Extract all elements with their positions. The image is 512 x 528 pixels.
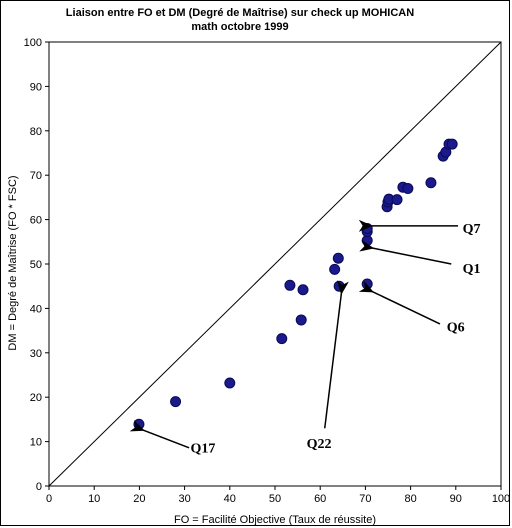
data-point: [391, 194, 403, 206]
data-point: [329, 263, 341, 275]
data-point: [361, 278, 373, 290]
y-tick-label: 30: [30, 348, 42, 360]
annotation-arrow-q1: [359, 239, 452, 265]
y-tick-label: 40: [30, 303, 42, 315]
x-tick-label: 30: [178, 493, 190, 505]
chart-title-line2: math octobre 1999: [191, 21, 288, 33]
data-point: [361, 222, 373, 234]
data-point: [446, 138, 458, 150]
data-point: [284, 279, 296, 291]
data-point: [332, 252, 344, 264]
annotation-arrow-q22: [323, 280, 349, 429]
y-tick-label: 100: [24, 37, 42, 49]
chart-title-line1: Liaison entre FO et DM (Degré de Maîtris…: [66, 7, 414, 19]
reference-line: [48, 41, 502, 487]
x-tick-label: 60: [314, 493, 326, 505]
plot-area: 0 10 20 30 40 50 60 70 80 90 100 0 10 20 30 40 50 60 70 80 9…: [24, 37, 511, 505]
x-tick-label: 50: [269, 493, 281, 505]
data-point: [402, 183, 414, 195]
x-tick-label: 20: [133, 493, 145, 505]
y-tick-label: 10: [30, 437, 42, 449]
y-tick-label: 50: [30, 259, 42, 271]
x-tick-label: 0: [46, 493, 52, 505]
x-tick-label: 40: [224, 493, 236, 505]
y-tick-label: 80: [30, 126, 42, 138]
x-tick-label: 100: [492, 493, 510, 505]
data-point: [170, 396, 182, 408]
annotation-label-q17: Q17: [190, 441, 215, 456]
data-point: [333, 280, 345, 292]
y-axis-label: DM = Degré de Maîtrise (FO * FSC): [7, 175, 19, 350]
y-tick-label: 20: [30, 392, 42, 404]
data-point: [224, 377, 236, 389]
data-point: [297, 284, 309, 296]
x-axis-label: FO = Facilité Objective (Taux de réussit…: [174, 514, 376, 526]
data-point: [133, 418, 145, 430]
x-tick-label: 10: [88, 493, 100, 505]
annotation-label-q6: Q6: [447, 320, 465, 335]
y-tick-label: 60: [30, 215, 42, 227]
data-point: [295, 314, 307, 326]
data-point: [425, 177, 437, 189]
x-tick-label: 80: [404, 493, 416, 505]
x-tick-label: 70: [359, 493, 371, 505]
y-tick-label: 70: [30, 170, 42, 182]
annotation-arrow-q17: [129, 420, 190, 449]
y-tick-label: 90: [30, 81, 42, 93]
data-point: [276, 333, 288, 345]
annotation-label-q7: Q7: [463, 222, 481, 237]
y-tick-label: 0: [36, 481, 42, 493]
x-tick-label: 90: [450, 493, 462, 505]
annotation-label-q22: Q22: [307, 437, 332, 452]
annotation-arrow-q6: [358, 280, 441, 325]
annotation-label-q1: Q1: [463, 262, 481, 277]
